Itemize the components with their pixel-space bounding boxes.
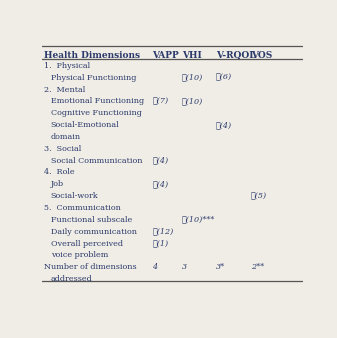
Text: ✓(1): ✓(1) xyxy=(152,240,168,247)
Text: Physical Functioning: Physical Functioning xyxy=(51,74,136,82)
Text: voice problem: voice problem xyxy=(51,251,108,259)
Text: domain: domain xyxy=(51,133,81,141)
Text: 4.  Role: 4. Role xyxy=(44,168,75,176)
Text: Functional subscale: Functional subscale xyxy=(51,216,132,224)
Text: ✓(4): ✓(4) xyxy=(216,121,232,129)
Text: Number of dimensions: Number of dimensions xyxy=(44,263,137,271)
Text: 2.  Mental: 2. Mental xyxy=(44,86,86,94)
Text: ✓(10)***: ✓(10)*** xyxy=(182,216,215,224)
Text: ✓(4): ✓(4) xyxy=(152,180,168,188)
Text: Daily communication: Daily communication xyxy=(51,228,137,236)
Text: ✓(5): ✓(5) xyxy=(251,192,267,200)
Text: 2**: 2** xyxy=(251,263,264,271)
Text: 5.  Communication: 5. Communication xyxy=(44,204,121,212)
Text: ✓(4): ✓(4) xyxy=(152,156,168,165)
Text: V-RQOL: V-RQOL xyxy=(216,51,255,60)
Text: ✓(7): ✓(7) xyxy=(152,97,168,105)
Text: VOS: VOS xyxy=(251,51,272,60)
Text: ✓(12): ✓(12) xyxy=(152,228,174,236)
Text: 4: 4 xyxy=(152,263,157,271)
Text: Emotional Functioning: Emotional Functioning xyxy=(51,97,144,105)
Text: VAPP: VAPP xyxy=(152,51,179,60)
Text: ✓(6): ✓(6) xyxy=(216,74,232,82)
Text: ✓(10): ✓(10) xyxy=(182,74,203,82)
Text: Social Communication: Social Communication xyxy=(51,156,142,165)
Text: Social-Emotional: Social-Emotional xyxy=(51,121,119,129)
Text: 1.  Physical: 1. Physical xyxy=(44,62,90,70)
Text: Cognitive Functioning: Cognitive Functioning xyxy=(51,109,142,117)
Text: ✓(10): ✓(10) xyxy=(182,97,203,105)
Text: addressed: addressed xyxy=(51,275,92,283)
Text: Job: Job xyxy=(51,180,64,188)
Text: Social-work: Social-work xyxy=(51,192,98,200)
Text: 3.  Social: 3. Social xyxy=(44,145,82,153)
Text: 3*: 3* xyxy=(216,263,225,271)
Text: Overall perceived: Overall perceived xyxy=(51,240,123,247)
Text: VHI: VHI xyxy=(182,51,202,60)
Text: Health Dimensions: Health Dimensions xyxy=(44,51,140,60)
Text: 3: 3 xyxy=(182,263,187,271)
